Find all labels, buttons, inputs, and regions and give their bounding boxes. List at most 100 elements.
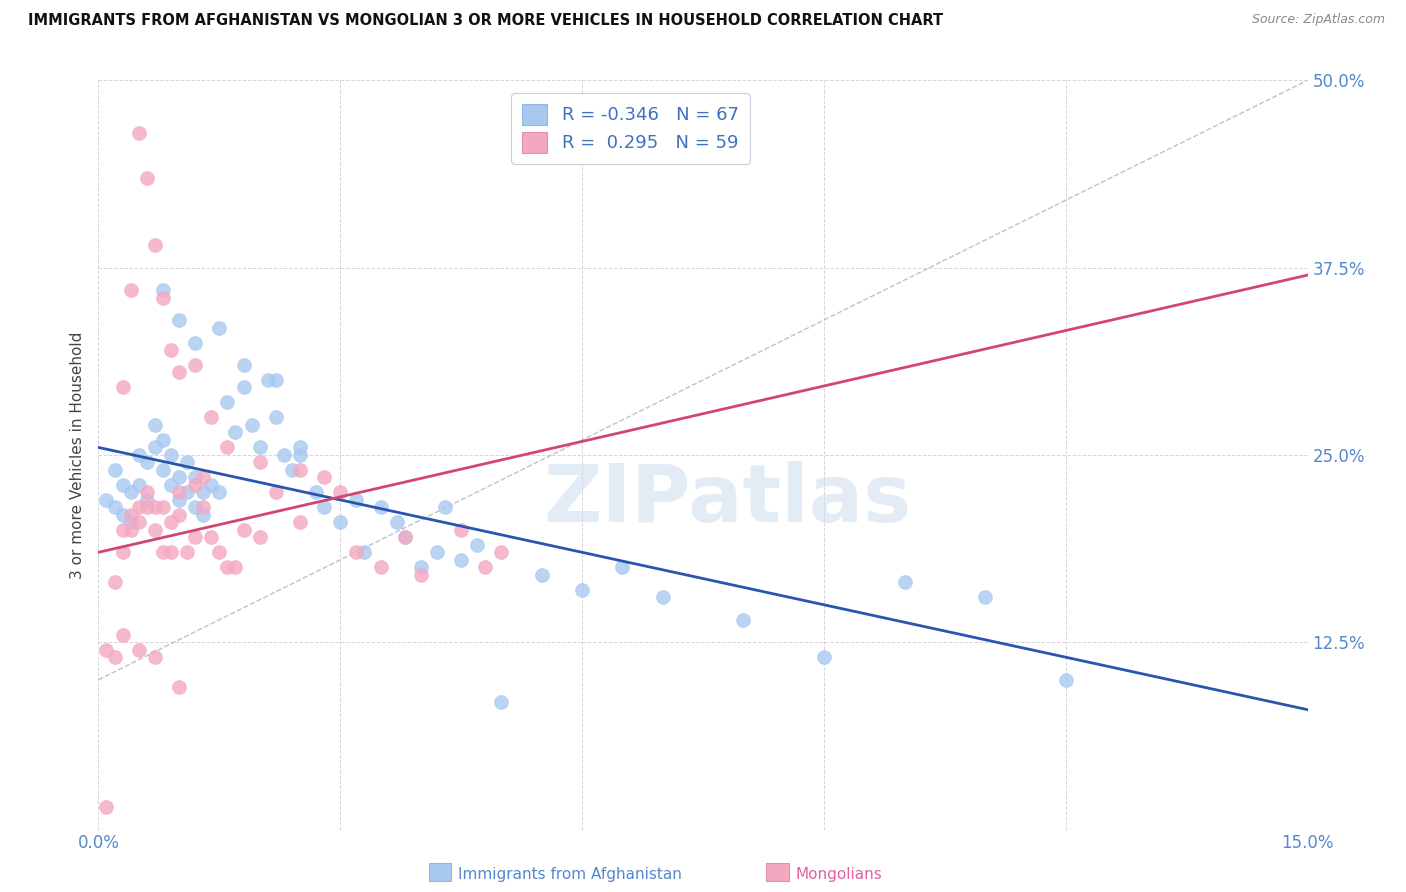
Point <box>491 695 513 709</box>
Point <box>128 448 150 462</box>
Point <box>344 545 367 559</box>
Point <box>249 530 271 544</box>
Point <box>200 478 222 492</box>
Point <box>240 417 263 432</box>
Point <box>152 545 174 559</box>
Point <box>370 560 392 574</box>
Point <box>103 500 125 515</box>
Point <box>111 508 134 522</box>
Point <box>314 470 336 484</box>
Point <box>128 516 150 530</box>
Point <box>353 545 375 559</box>
Point <box>733 613 755 627</box>
Point <box>193 485 215 500</box>
Point <box>217 441 239 455</box>
Point <box>394 530 416 544</box>
Point <box>103 650 125 665</box>
Point <box>450 523 472 537</box>
Point <box>111 545 134 559</box>
Point <box>160 545 183 559</box>
Point <box>1054 673 1077 687</box>
Point <box>184 358 207 372</box>
Point <box>288 516 311 530</box>
Point <box>249 441 271 455</box>
Point <box>143 238 166 252</box>
Point <box>96 800 118 814</box>
Point <box>103 463 125 477</box>
Point <box>120 485 142 500</box>
Point <box>208 545 231 559</box>
Point <box>305 485 328 500</box>
Point <box>288 441 311 455</box>
Point <box>813 650 835 665</box>
Point <box>152 463 174 477</box>
Point <box>370 500 392 515</box>
Point <box>128 500 150 515</box>
Point <box>167 313 190 327</box>
Point <box>120 523 142 537</box>
Point <box>434 500 457 515</box>
Point <box>193 508 215 522</box>
Point <box>128 642 150 657</box>
Point <box>167 366 190 380</box>
Point <box>344 492 367 507</box>
Point <box>167 680 190 694</box>
Point <box>152 291 174 305</box>
Point <box>103 575 125 590</box>
Point <box>249 455 271 469</box>
Point <box>224 425 246 440</box>
Point <box>120 508 142 522</box>
Point <box>143 650 166 665</box>
Point <box>288 448 311 462</box>
Text: IMMIGRANTS FROM AFGHANISTAN VS MONGOLIAN 3 OR MORE VEHICLES IN HOUSEHOLD CORRELA: IMMIGRANTS FROM AFGHANISTAN VS MONGOLIAN… <box>28 13 943 29</box>
Point <box>120 516 142 530</box>
Point <box>184 470 207 484</box>
Point <box>152 433 174 447</box>
Point <box>651 591 673 605</box>
Point <box>143 500 166 515</box>
Point <box>184 335 207 350</box>
Point <box>135 170 157 185</box>
Point <box>329 485 352 500</box>
Point <box>143 441 166 455</box>
Point <box>409 560 432 574</box>
Point <box>974 591 997 605</box>
Point <box>281 463 304 477</box>
Point <box>167 485 190 500</box>
Point <box>128 126 150 140</box>
Point <box>232 380 254 394</box>
Point <box>184 478 207 492</box>
Point <box>264 485 287 500</box>
Point <box>491 545 513 559</box>
Point <box>273 448 295 462</box>
Point <box>160 448 183 462</box>
Point <box>193 470 215 484</box>
Point <box>160 343 183 357</box>
Point <box>96 642 118 657</box>
Point <box>160 516 183 530</box>
Point <box>465 538 488 552</box>
Point <box>288 463 311 477</box>
Point <box>176 485 198 500</box>
Point <box>264 410 287 425</box>
Point <box>152 283 174 297</box>
Point <box>394 530 416 544</box>
Point <box>530 567 553 582</box>
Text: ZIPatlas: ZIPatlas <box>543 461 911 539</box>
Text: Mongolians: Mongolians <box>796 867 883 881</box>
Point <box>152 500 174 515</box>
Text: Source: ZipAtlas.com: Source: ZipAtlas.com <box>1251 13 1385 27</box>
Point <box>474 560 496 574</box>
Point <box>160 478 183 492</box>
Point <box>200 410 222 425</box>
Point <box>264 373 287 387</box>
Point <box>128 478 150 492</box>
Point <box>232 358 254 372</box>
Point <box>167 508 190 522</box>
Point <box>409 567 432 582</box>
Point <box>120 283 142 297</box>
Point <box>571 582 593 597</box>
Point <box>135 492 157 507</box>
Point <box>314 500 336 515</box>
Point <box>224 560 246 574</box>
